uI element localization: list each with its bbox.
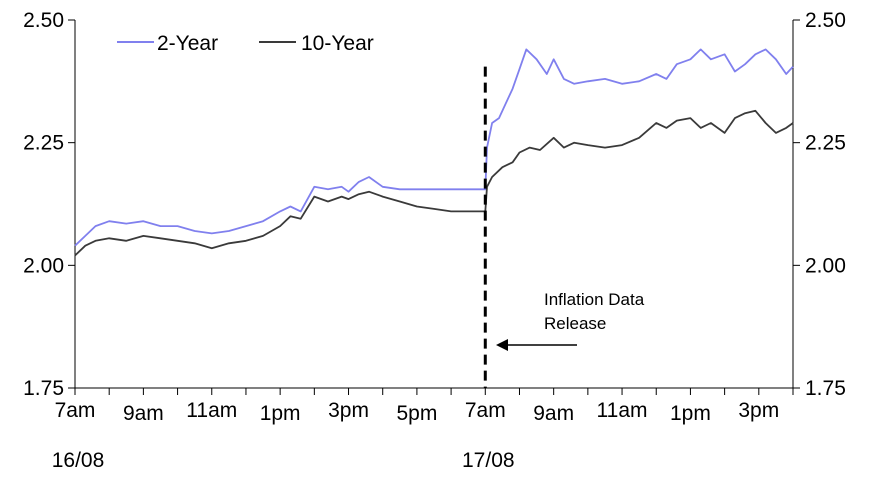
x-tick-label: 7am [55,399,96,422]
series-line-2-year [74,48,794,247]
y-tick-label-right: 2.50 [805,9,846,32]
event-layer: Inflation Data Release [483,66,645,388]
annotation-line-2: Release [544,314,606,333]
x-tick-label: 9am [123,402,164,425]
chart-legend: 2-Year 10-Year [117,32,374,55]
x-tick-label: 3pm [328,399,369,422]
annotation-arrow-head [496,339,508,351]
x-tick-label: 1pm [260,402,301,425]
y-tick-label-left: 1.75 [23,377,64,400]
series-layer [74,48,794,257]
y-tick-label-left: 2.50 [23,9,64,32]
x-tick-label: 5pm [396,402,437,425]
x-tick-label: 9am [533,402,574,425]
y-tick-label-left: 2.25 [23,132,64,155]
series-line-10-year [74,109,794,257]
y-tick-label-right: 2.00 [805,254,846,277]
y-tick-label-right: 2.25 [805,132,846,155]
y-tick-label-left: 2.00 [23,254,64,277]
legend-label-2-year: 2-Year [157,32,218,55]
y-tick-label-right: 1.75 [805,377,846,400]
x-date-label: 17/08 [462,449,515,472]
annotation-line-1: Inflation Data [544,290,645,309]
x-date-label: 16/08 [52,449,105,472]
x-tick-label: 1pm [670,402,711,425]
x-tick-label: 3pm [738,399,779,422]
legend-label-10-year: 10-Year [301,32,374,55]
x-tick-label: 11am [597,399,648,422]
x-tick-label: 11am [186,399,237,422]
x-tick-label: 7am [465,399,506,422]
chart-axes: 1.75 1.75 2.00 2.00 2.25 2.25 2.50 2.50 7am 9am 11… [23,9,846,472]
